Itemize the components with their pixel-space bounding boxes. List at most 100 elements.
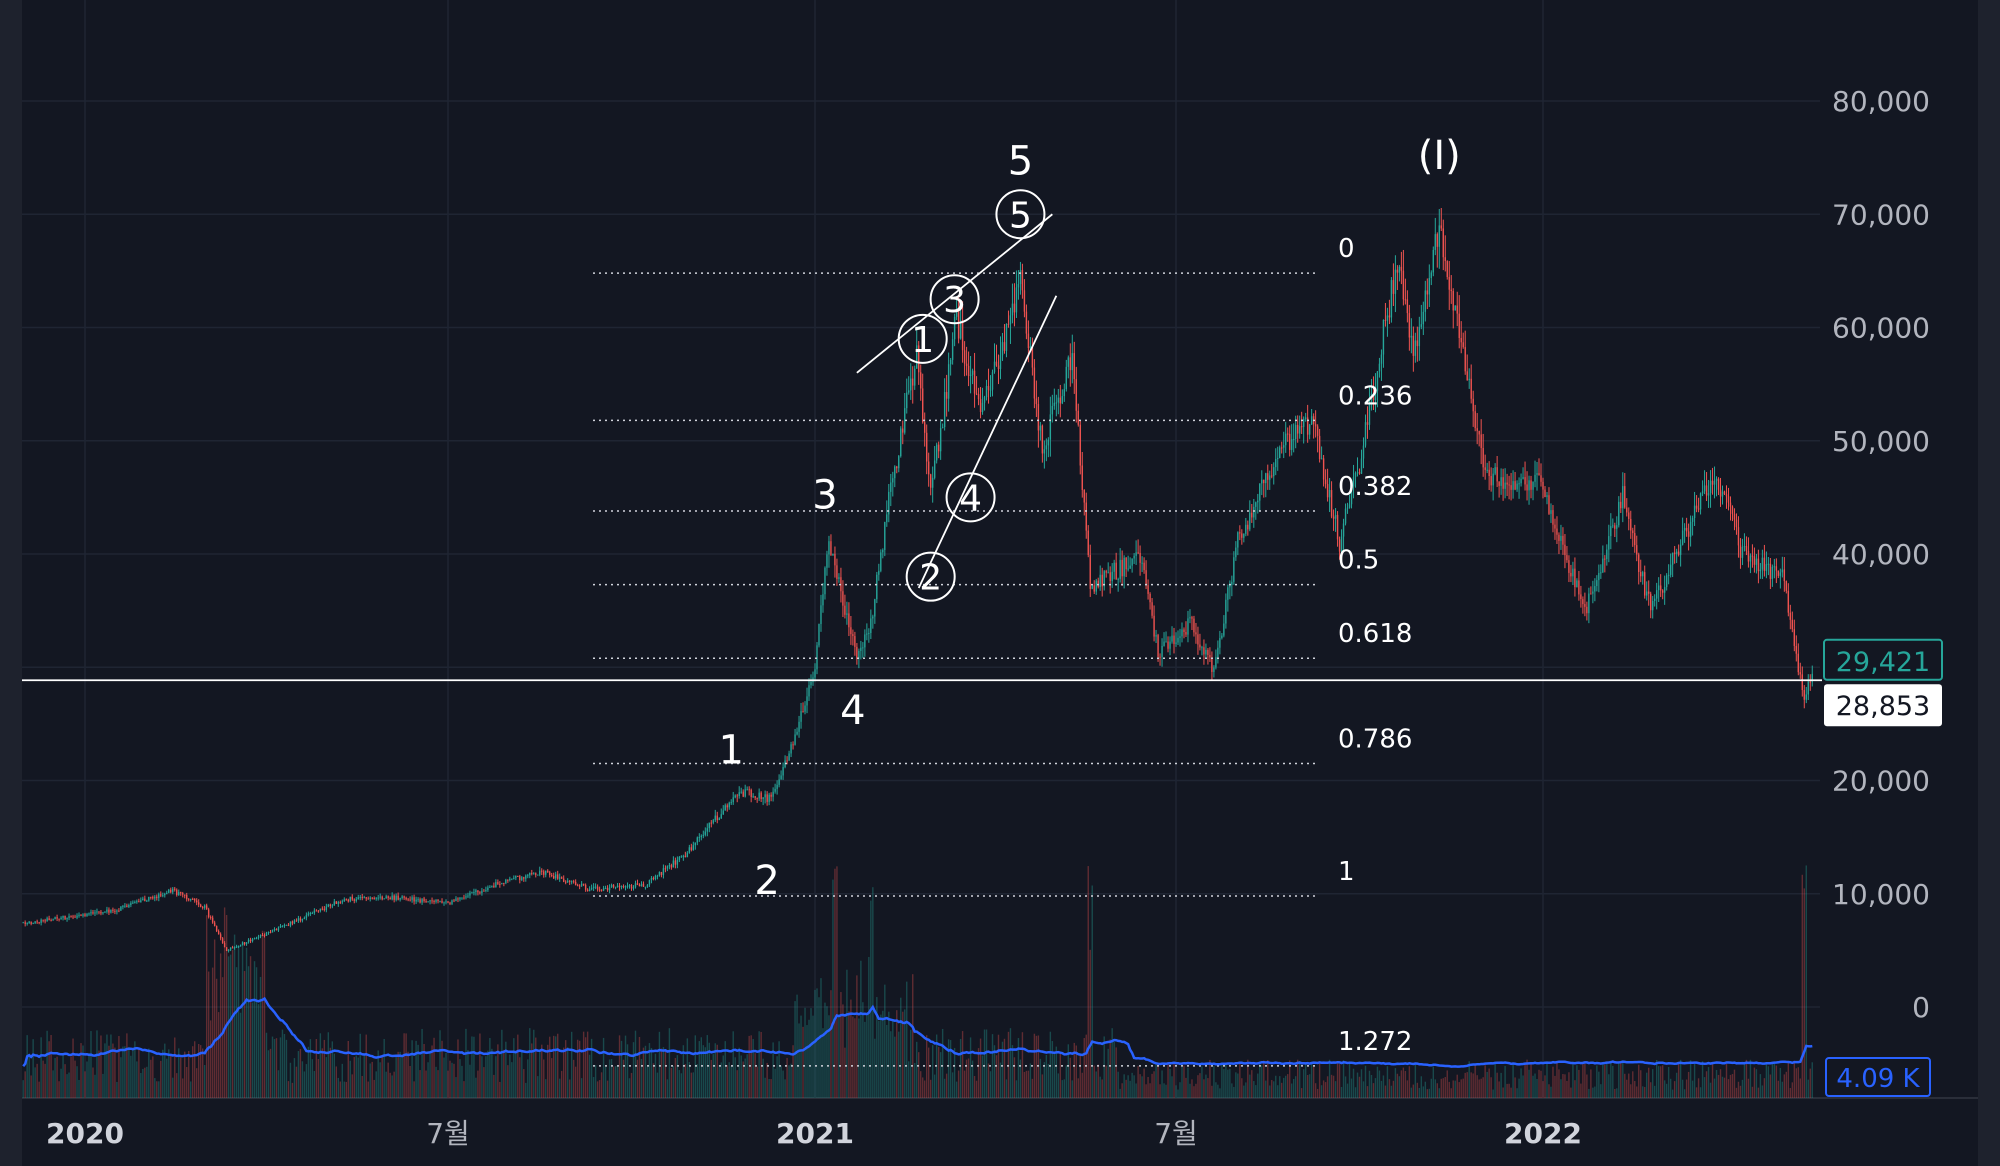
candle-body (1663, 587, 1666, 593)
candle-body (618, 885, 621, 888)
candle-body (403, 896, 405, 898)
volume-bar (1530, 1063, 1532, 1098)
volume-bar (233, 934, 236, 1098)
price-axis[interactable]: 80,00070,00060,00050,00040,00020,00010,0… (1823, 85, 1943, 1097)
candle-body (26, 923, 28, 925)
candle-body (1705, 485, 1708, 496)
candle-body (1227, 587, 1229, 600)
volume-bar (375, 1071, 377, 1098)
candle-body (1017, 284, 1020, 288)
wave-label: 1 (719, 728, 744, 774)
volume-bar (1699, 1087, 1702, 1098)
volume-bar (128, 1046, 130, 1098)
candle-body (421, 898, 423, 903)
volume-bar (1564, 1074, 1566, 1098)
volume-bar (1719, 1069, 1722, 1098)
volume-bar (918, 1052, 920, 1098)
candle-body (1037, 403, 1040, 431)
candle-body (299, 918, 302, 921)
candlestick-series[interactable] (22, 207, 1813, 953)
volume-bar (818, 997, 820, 1098)
volume-bar (1089, 949, 1091, 1098)
candle-body (281, 925, 284, 927)
candle-body (1717, 478, 1720, 490)
volume-bar (471, 1036, 473, 1098)
x-tick-label: 2022 (1504, 1117, 1582, 1150)
candle-body (999, 355, 1002, 369)
trendline[interactable] (917, 295, 1058, 589)
volume-bar (138, 1047, 140, 1098)
volume-bar (1642, 1086, 1644, 1098)
candle-body (1733, 513, 1736, 520)
volume-bar (383, 1038, 385, 1098)
candle-body (830, 541, 832, 556)
volume-bar (527, 1059, 529, 1098)
volume-bar (941, 1028, 944, 1098)
volume-bar (1105, 1065, 1107, 1098)
candle-body (1348, 504, 1351, 508)
volume-bar (672, 1065, 675, 1098)
candle-body (1219, 638, 1221, 648)
candle-body (724, 805, 726, 811)
volume-bar (54, 1058, 56, 1098)
candle-body (1795, 645, 1798, 654)
volume-bar (955, 1081, 958, 1098)
volume-bar (1650, 1082, 1652, 1098)
candle-body (48, 918, 50, 921)
volume-bar (235, 967, 238, 1098)
candle-body (371, 897, 373, 899)
volume-bar (1283, 1077, 1285, 1098)
volume-bar (1785, 1071, 1788, 1098)
trendline[interactable] (856, 213, 1053, 374)
crosshair-price-badge[interactable] (1824, 684, 1942, 727)
volume-bar (1588, 1088, 1590, 1098)
candle-body (1779, 572, 1782, 576)
candle-body (616, 885, 619, 887)
volume-bar (1679, 1059, 1682, 1098)
candle-body (245, 942, 248, 945)
volume-bar (283, 1033, 286, 1098)
candle-body (844, 605, 846, 615)
candle-body (132, 902, 134, 904)
volume-bar (1610, 1060, 1612, 1098)
volume-bar (1526, 1059, 1528, 1098)
candle-body (1612, 525, 1614, 527)
candle-body (44, 920, 46, 922)
candle-body (1743, 546, 1746, 548)
candle-body (1811, 673, 1813, 682)
candle-body (385, 896, 387, 899)
volume-bar (967, 1058, 970, 1098)
candle-body (1342, 523, 1345, 537)
candle-body (1079, 424, 1081, 466)
candle-body (515, 875, 517, 878)
candle-body (925, 432, 928, 462)
volume-bar (798, 1023, 800, 1098)
candle-body (1522, 477, 1524, 479)
time-axis[interactable]: 2020 7월 2021 7월 2022 (46, 1117, 1582, 1150)
volume-bar (774, 1068, 776, 1098)
volume-bar (758, 1031, 760, 1098)
candle-body (1642, 572, 1644, 577)
candle-body (1552, 510, 1554, 525)
candle-body (878, 570, 880, 575)
candle-body (564, 881, 567, 883)
volume-bar (88, 1052, 90, 1098)
volume-bar (568, 1079, 571, 1098)
candle-body (973, 370, 976, 394)
volume-bar (461, 1065, 463, 1098)
wedge-trendlines[interactable] (856, 213, 1058, 589)
candle-body (852, 634, 854, 637)
volume-bar (624, 1035, 627, 1098)
candle-body (1793, 629, 1796, 646)
candle-body (1414, 340, 1417, 356)
candle-body (337, 902, 340, 904)
volume-bar (696, 1064, 699, 1098)
volume-bar (1390, 1085, 1393, 1098)
candle-body (1161, 645, 1163, 657)
volume-bar (1109, 1039, 1111, 1098)
last-price-badge[interactable] (1823, 638, 1943, 681)
volume-value-badge[interactable] (1825, 1057, 1931, 1097)
candle-body (130, 903, 132, 905)
candle-body (592, 886, 595, 889)
